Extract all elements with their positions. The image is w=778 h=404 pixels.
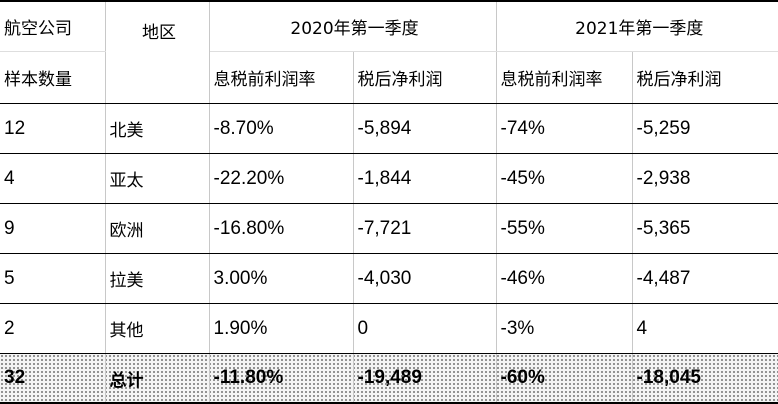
net-profit-2020: -4,030	[353, 253, 497, 304]
header-2020-net-profit: 税后净利润	[353, 51, 497, 104]
total-sample-count: 32	[0, 353, 106, 403]
sample-count: 12	[0, 103, 106, 154]
ebit-margin-2021: -3%	[496, 303, 633, 354]
net-profit-2020: 0	[353, 303, 497, 354]
header-2021-ebit-margin: 息税前利润率	[496, 51, 633, 104]
ebit-margin-2020: -16.80%	[209, 203, 354, 254]
net-profit-2020: -1,844	[353, 153, 497, 204]
table-row: 9 欧洲 -16.80% -7,721 -55% -5,365	[0, 203, 778, 254]
sample-count: 5	[0, 253, 106, 304]
sample-count: 2	[0, 303, 106, 354]
net-profit-2020: -5,894	[353, 103, 497, 154]
region: 亚太	[105, 153, 210, 204]
ebit-margin-2021: -46%	[496, 253, 633, 304]
net-profit-2021: -2,938	[632, 153, 778, 204]
region: 其他	[105, 303, 210, 354]
region: 拉美	[105, 253, 210, 304]
header-airline-label: 航空公司	[0, 1, 106, 52]
header-region: 地区	[105, 1, 210, 104]
total-ebit-margin-2020: -11.80%	[209, 353, 354, 403]
total-row: 32 总计 -11.80% -19,489 -60% -18,045	[0, 353, 778, 403]
region: 北美	[105, 103, 210, 154]
total-net-profit-2021: -18,045	[636, 367, 701, 388]
ebit-margin-2020: -8.70%	[209, 103, 354, 154]
net-profit-2021: -4,487	[632, 253, 778, 304]
header-2021-net-profit: 税后净利润	[632, 51, 778, 104]
net-profit-2020: -7,721	[353, 203, 497, 254]
table-row: 2 其他 1.90% 0 -3% 4	[0, 303, 778, 354]
net-profit-2021: -5,365	[632, 203, 778, 254]
region: 欧洲	[105, 203, 210, 254]
ebit-margin-2021: -45%	[496, 153, 633, 204]
net-profit-2021: -5,259	[632, 103, 778, 154]
table-row: 12 北美 -8.70% -5,894 -74% -5,259	[0, 103, 778, 154]
header-row-sub: 样本数量 息税前利润率 税后净利润 息税前利润率 税后净利润	[0, 51, 778, 104]
header-2020: 2020年第一季度	[209, 1, 497, 52]
ebit-margin-2020: 3.00%	[209, 253, 354, 304]
header-2021: 2021年第一季度	[496, 1, 778, 52]
total-ebit-margin-2021: -60%	[496, 353, 633, 403]
net-profit-2021: 4	[632, 303, 778, 354]
sample-count: 4	[0, 153, 106, 204]
header-2020-ebit-margin: 息税前利润率	[209, 51, 354, 104]
total-net-profit-2020: -19,489	[353, 353, 497, 403]
sample-count: 9	[0, 203, 106, 254]
ebit-margin-2021: -74%	[496, 103, 633, 154]
ebit-margin-2021: -55%	[496, 203, 633, 254]
ebit-margin-2020: -22.20%	[209, 153, 354, 204]
ebit-margin-2020: 1.90%	[209, 303, 354, 354]
table-row: 4 亚太 -22.20% -1,844 -45% -2,938	[0, 153, 778, 204]
header-sample-count: 样本数量	[0, 51, 106, 104]
header-row-top: 航空公司 地区 2020年第一季度 2021年第一季度	[0, 1, 778, 104]
total-region: 总计	[105, 353, 210, 403]
table-row: 5 拉美 3.00% -4,030 -46% -4,487	[0, 253, 778, 304]
